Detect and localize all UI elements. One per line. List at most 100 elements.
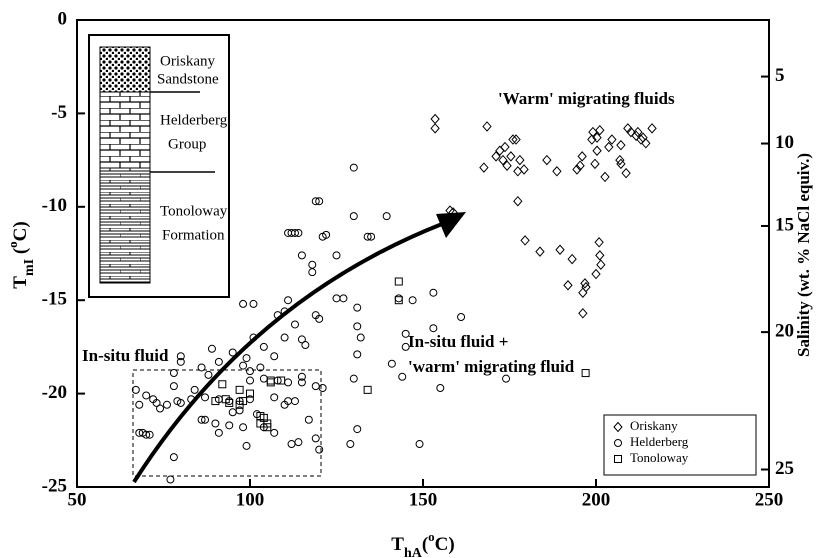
label-part: ( <box>422 534 428 555</box>
y2-tick-label: 10 <box>775 132 794 153</box>
point <box>349 374 358 383</box>
point <box>187 395 196 404</box>
point <box>270 352 279 361</box>
point <box>280 307 289 316</box>
x-axis-label: ThA(oC) <box>391 529 454 558</box>
annotation: 'Warm' migrating fluids <box>498 89 675 108</box>
annotation: In-situ fluid + <box>408 332 508 351</box>
point <box>349 163 358 172</box>
point <box>204 370 213 379</box>
point <box>633 126 643 138</box>
label-part: C) <box>435 534 455 555</box>
point <box>491 151 501 162</box>
point <box>297 251 306 260</box>
inset-label: Tonoloway <box>160 203 228 219</box>
point <box>228 348 237 357</box>
x-tick-label: 50 <box>68 489 87 510</box>
point <box>500 141 510 153</box>
point <box>221 395 230 404</box>
point <box>169 369 178 378</box>
y-tick-label: -20 <box>42 382 67 403</box>
y2-axis-label: Salinity (wt. % NaCl equiv.) <box>794 153 813 357</box>
point <box>197 363 206 372</box>
point <box>273 311 282 320</box>
x-tick-label: 100 <box>236 489 265 510</box>
label-part: o <box>5 241 20 248</box>
point <box>616 139 626 151</box>
label-part: hA <box>404 546 423 558</box>
x-tick-label: 250 <box>755 489 784 510</box>
point <box>290 397 299 406</box>
point <box>318 232 327 241</box>
point <box>595 250 605 261</box>
legend-frame <box>603 414 757 476</box>
annotation: 'warm' migrating fluid <box>408 357 575 376</box>
helderberg-column <box>99 91 151 169</box>
point <box>315 314 324 323</box>
point <box>266 378 275 387</box>
point <box>552 166 562 177</box>
point <box>259 342 268 351</box>
point <box>162 400 171 409</box>
point <box>511 134 521 145</box>
y-tick-label: -10 <box>42 195 67 216</box>
point <box>135 400 144 409</box>
point <box>297 335 306 344</box>
point <box>239 299 248 308</box>
point <box>353 350 362 359</box>
point <box>169 453 178 462</box>
point <box>457 313 466 322</box>
point <box>363 385 372 394</box>
point <box>284 378 293 387</box>
label-part: C) <box>10 221 31 241</box>
point <box>415 440 424 449</box>
point <box>266 376 275 385</box>
point <box>301 341 310 350</box>
point <box>592 145 602 157</box>
point <box>382 212 391 221</box>
point <box>398 372 407 381</box>
x-tick-label: 200 <box>582 489 611 510</box>
point <box>615 154 625 166</box>
point <box>277 376 286 385</box>
point <box>270 428 279 437</box>
point <box>436 383 445 392</box>
point <box>290 228 299 237</box>
point <box>600 171 610 183</box>
point <box>207 344 216 353</box>
point <box>284 296 293 305</box>
point <box>214 357 223 366</box>
point <box>332 294 341 303</box>
label-part: o <box>428 529 435 544</box>
point <box>519 164 529 175</box>
point <box>647 123 657 134</box>
point <box>211 419 220 428</box>
point <box>515 154 525 166</box>
point <box>304 415 313 424</box>
y-tick-label: -5 <box>51 102 67 123</box>
in-situ-box <box>132 369 322 477</box>
point <box>502 374 511 383</box>
y-axis-label: TmI (oC) <box>5 221 36 288</box>
point <box>581 369 590 378</box>
point <box>225 421 234 430</box>
point <box>242 354 251 363</box>
point <box>631 130 641 142</box>
point <box>142 391 151 400</box>
inset-label: Group <box>168 136 206 152</box>
label-part: T <box>10 276 31 289</box>
point <box>641 138 651 149</box>
point <box>387 359 396 368</box>
point <box>294 438 303 447</box>
point <box>176 398 185 407</box>
point <box>287 440 296 449</box>
label-part: mI <box>22 259 37 276</box>
point <box>176 352 185 361</box>
point <box>346 440 355 449</box>
point <box>290 320 299 329</box>
point <box>197 415 206 424</box>
point <box>513 195 523 207</box>
y2-tick-label: 15 <box>775 214 794 235</box>
point <box>256 363 265 372</box>
